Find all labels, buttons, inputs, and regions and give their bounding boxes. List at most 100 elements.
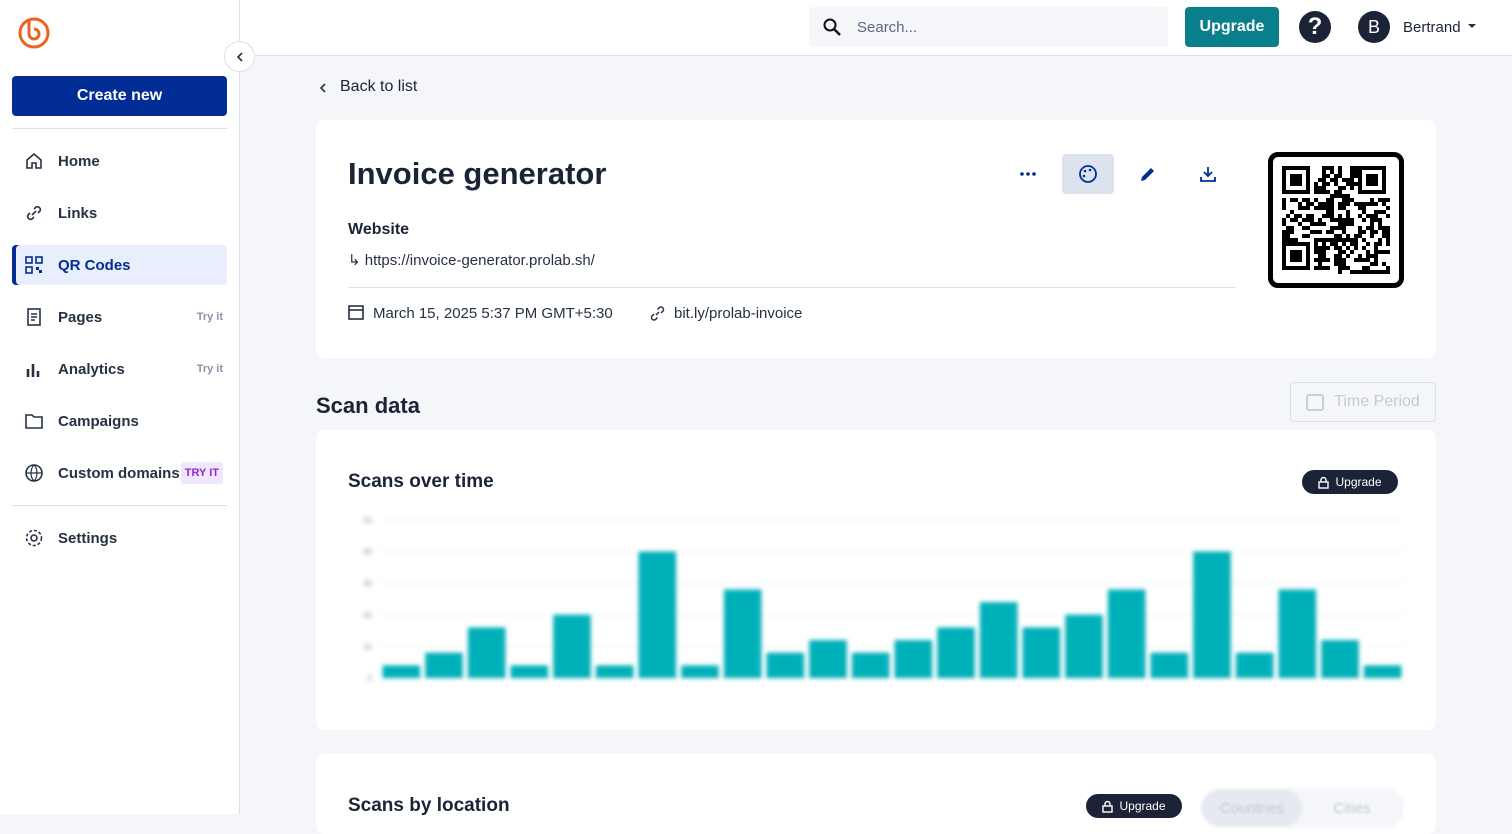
bar <box>681 665 719 678</box>
qr-detail-card: Invoice generator Website ↳ https://invo… <box>316 120 1436 358</box>
collapse-button[interactable] <box>224 41 255 72</box>
help-button[interactable]: ? <box>1299 11 1331 43</box>
avatar[interactable]: B <box>1358 11 1390 43</box>
qr-module <box>1366 202 1370 206</box>
qr-module <box>1298 202 1302 206</box>
tab[interactable]: Cities <box>1333 799 1371 817</box>
qr-module <box>1314 198 1318 202</box>
user-name[interactable]: Bertrand <box>1403 19 1461 36</box>
pill-label: Upgrade <box>1335 475 1382 489</box>
nav-item[interactable]: QR Codes <box>12 245 227 285</box>
edit-button[interactable] <box>1122 154 1174 194</box>
nav-settings[interactable]: Settings <box>12 518 227 558</box>
qr-module <box>1322 190 1326 194</box>
search-placeholder: Search... <box>857 18 918 36</box>
qr-module <box>1322 242 1326 246</box>
qr-module <box>1306 218 1310 222</box>
qr-module <box>1286 214 1290 218</box>
time-period-button[interactable]: Time Period <box>1290 382 1436 422</box>
more-button[interactable] <box>1002 154 1054 194</box>
qr-module <box>1386 230 1390 234</box>
qr-module <box>1286 226 1290 230</box>
qr-module <box>1322 186 1326 190</box>
qr-module <box>1326 266 1330 270</box>
qr-module <box>1342 238 1346 242</box>
qr-module <box>1314 242 1318 246</box>
qr-module <box>1322 250 1326 254</box>
qr-module <box>1338 206 1342 210</box>
qr-module <box>1334 174 1338 178</box>
qr-module <box>1362 210 1366 214</box>
bar <box>1321 640 1359 678</box>
qr-module <box>1346 218 1350 222</box>
bar <box>1278 589 1317 678</box>
qr-module <box>1318 230 1322 234</box>
divider <box>348 287 1236 288</box>
bar <box>894 640 933 678</box>
qr-module <box>1338 266 1342 270</box>
tab[interactable]: Countries <box>1202 790 1302 826</box>
qr-module <box>1330 230 1334 234</box>
y-tick-label: 10 <box>363 642 372 651</box>
bar <box>979 602 1018 678</box>
scans-by-location-card: Scans by location Upgrade Countries Citi… <box>316 754 1436 834</box>
qr-module <box>1350 178 1354 182</box>
qr-module <box>1318 178 1322 182</box>
bar <box>510 665 549 678</box>
url-text[interactable]: https://invoice-generator.prolab.sh/ <box>364 252 595 269</box>
create-new-button[interactable]: Create new <box>12 76 227 116</box>
qr-module <box>1322 174 1326 178</box>
qr-module <box>1374 270 1378 274</box>
destination-url[interactable]: ↳ https://invoice-generator.prolab.sh/ <box>348 251 595 269</box>
bar <box>809 640 847 678</box>
bar <box>723 589 762 678</box>
qr-module <box>1314 186 1318 190</box>
download-button[interactable] <box>1182 154 1234 194</box>
nav-item[interactable]: Links <box>12 193 227 233</box>
qr-module <box>1338 262 1342 266</box>
qr-module <box>1330 198 1334 202</box>
y-tick-label: 0 <box>368 674 373 683</box>
qr-module <box>1334 238 1338 242</box>
qr-module <box>1318 190 1322 194</box>
user-menu-caret[interactable] <box>1467 23 1477 29</box>
qr-module <box>1294 218 1298 222</box>
qr-module <box>1334 218 1338 222</box>
qr-module <box>1326 198 1330 202</box>
qr-module <box>1322 206 1326 210</box>
nav-item[interactable]: Home <box>12 141 227 181</box>
logo[interactable] <box>17 15 51 49</box>
qr-module <box>1330 178 1334 182</box>
short-link[interactable]: bit.ly/prolab-invoice <box>674 305 803 322</box>
qr-module <box>1338 250 1342 254</box>
qr-module <box>1334 182 1338 186</box>
qr-module <box>1326 202 1330 206</box>
qr-module <box>1386 250 1390 254</box>
upgrade-pill[interactable]: Upgrade <box>1302 470 1398 494</box>
qr-module <box>1366 242 1370 246</box>
qr-module <box>1342 266 1346 270</box>
qr-code-image[interactable] <box>1268 152 1404 288</box>
customize-button[interactable] <box>1062 154 1114 194</box>
qr-module <box>1330 242 1334 246</box>
arrow-icon: ↳ <box>348 252 365 269</box>
qr-module <box>1282 230 1286 234</box>
nav-item[interactable]: Pages Try it <box>12 297 227 337</box>
nav-item[interactable]: Custom domains TRY IT <box>12 453 227 493</box>
search-box[interactable]: Search... <box>809 7 1168 47</box>
qr-module <box>1350 170 1354 174</box>
nav-item[interactable]: Analytics Try it <box>12 349 227 389</box>
qr-module <box>1350 182 1354 186</box>
back-link[interactable]: Back to list <box>340 78 418 95</box>
qr-module <box>1354 246 1358 250</box>
nav-label: Links <box>58 204 98 222</box>
upgrade-pill[interactable]: Upgrade <box>1086 794 1182 818</box>
qr-module <box>1330 214 1334 218</box>
upgrade-button[interactable]: Upgrade <box>1185 7 1279 47</box>
qr-module <box>1322 170 1326 174</box>
qr-module <box>1370 214 1374 218</box>
qr-module <box>1338 234 1342 238</box>
nav-item[interactable]: Campaigns <box>12 401 227 441</box>
qr-module <box>1314 230 1318 234</box>
